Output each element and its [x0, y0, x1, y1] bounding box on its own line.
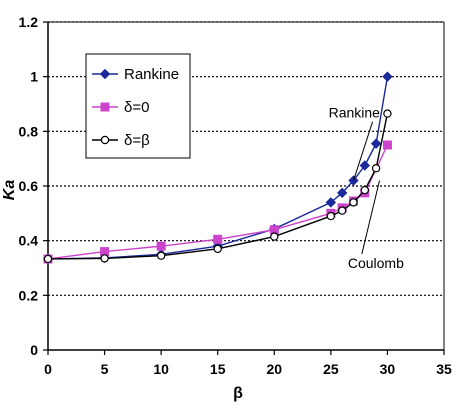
annotation-arrow-0: [353, 121, 374, 181]
legend-marker-0: [99, 68, 111, 80]
y-axis-label: Ka: [1, 180, 18, 201]
legend-label-0: Rankine: [124, 66, 179, 83]
series-2-point-10: [383, 109, 392, 118]
x-tick-label-7: 35: [436, 361, 452, 377]
annotation-label-0: Rankine: [329, 105, 381, 121]
x-tick-label-2: 10: [153, 361, 169, 377]
series-0-point-6: [336, 187, 348, 199]
series-2-point-4: [270, 232, 279, 241]
annotation-arrow-1: [361, 180, 380, 255]
series-1-point-2: [156, 241, 166, 251]
x-tick-label-0: 0: [44, 361, 52, 377]
series-2-point-6: [337, 206, 347, 215]
series-2-point-7: [349, 198, 358, 207]
x-tick-label-4: 20: [266, 361, 282, 377]
series-2: [43, 109, 392, 264]
y-tick-label-3: 0.6: [19, 178, 39, 194]
series-0-point-8: [359, 160, 371, 171]
legend-marker-2: [100, 135, 110, 145]
x-axis-label: β: [233, 385, 243, 402]
y-tick-label-1: 0.2: [19, 287, 39, 303]
series-0-point-10: [382, 71, 393, 82]
y-tick-label-4: 0.8: [19, 123, 39, 139]
series-0-point-5: [325, 197, 337, 208]
annotation-label-1: Coulomb: [348, 255, 404, 271]
x-tick-label-6: 30: [380, 361, 396, 377]
legend-label-1: δ=0: [124, 99, 149, 116]
tick-labels: 0 0.2 0.4 0.6 0.8 1 1.2 0 5 10 15 20 25 30 35: [19, 14, 452, 377]
series-2-point-2: [156, 251, 166, 260]
annotations: Rankine Coulomb: [329, 105, 404, 271]
series-0-point-9: [370, 138, 382, 149]
legend: Rankine δ=0 δ=β: [85, 53, 191, 159]
x-tick-label-1: 5: [101, 361, 109, 377]
series-2-point-3: [213, 244, 222, 254]
series-2-point-0: [43, 254, 53, 264]
legend-marker-1: [100, 102, 110, 112]
series-1-point-9: [382, 140, 392, 150]
series-1-point-3: [213, 234, 223, 244]
series-2-point-1: [100, 254, 109, 263]
series-2-point-5: [326, 211, 336, 221]
x-tick-label-3: 15: [210, 361, 226, 377]
y-tick-label-0: 0: [30, 342, 38, 358]
y-tick-label-6: 1.2: [19, 14, 39, 30]
series-2-point-9: [371, 164, 381, 173]
series-2-point-8: [360, 185, 369, 195]
y-tick-label-2: 0.4: [19, 233, 39, 249]
legend-label-2: δ=β: [124, 132, 150, 149]
x-tick-label-5: 25: [323, 361, 339, 377]
series-group: [42, 71, 393, 265]
y-tick-label-5: 1: [30, 69, 38, 85]
